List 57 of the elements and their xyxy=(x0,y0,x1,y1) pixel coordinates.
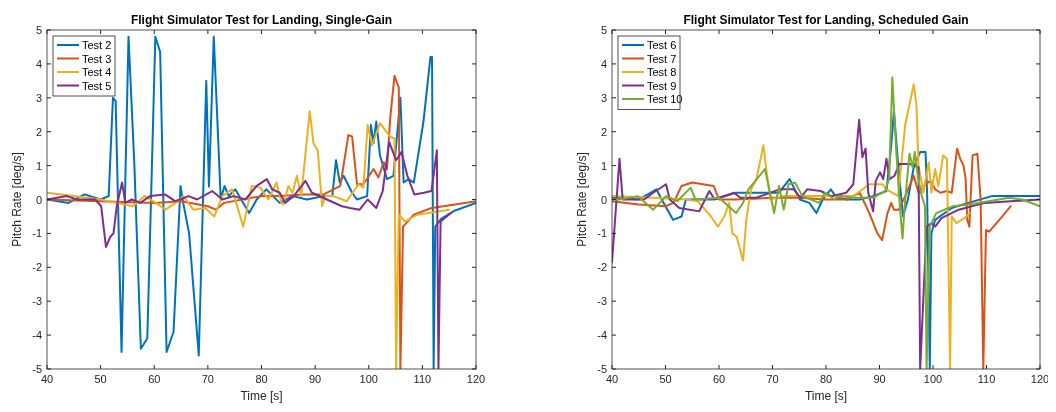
y-tick-label: -5 xyxy=(32,363,42,375)
y-tick-label: 5 xyxy=(35,24,42,36)
y-tick-label: 0 xyxy=(35,193,42,206)
x-axis-title: Time [s] xyxy=(804,389,848,403)
legend-label: Test 4 xyxy=(82,66,112,78)
y-tick-label: 1 xyxy=(600,159,607,172)
y-tick-label: -3 xyxy=(597,295,607,308)
y-tick-label: 0 xyxy=(600,193,607,206)
x-tick-label: 80 xyxy=(255,373,268,385)
legend-label: Test 7 xyxy=(647,52,677,65)
y-axis-title: Pitch Rate [deg/s] xyxy=(575,152,589,247)
y-axis-title: Pitch Rate [deg/s] xyxy=(10,152,24,247)
x-tick-label: 90 xyxy=(873,373,886,385)
y-tick-label: 2 xyxy=(600,125,607,138)
x-tick-label: 100 xyxy=(923,373,943,385)
y-tick-label: -1 xyxy=(597,227,607,240)
y-tick-label: 5 xyxy=(600,24,607,36)
line-series xyxy=(612,83,971,369)
y-tick-label: 4 xyxy=(600,57,607,70)
legend-label: Test 3 xyxy=(82,52,112,65)
x-axis-title: Time [s] xyxy=(240,389,283,403)
y-tick-label: -5 xyxy=(597,363,607,375)
x-tick-label: 40 xyxy=(40,373,54,385)
x-tick-label: 50 xyxy=(659,373,672,385)
x-tick-label: 110 xyxy=(413,373,432,385)
y-tick-label: 3 xyxy=(600,91,607,104)
x-tick-label: 80 xyxy=(819,373,833,385)
legend-label: Test 5 xyxy=(82,79,112,92)
line-series xyxy=(612,147,1012,369)
x-tick-label: 70 xyxy=(766,373,779,385)
x-tick-label: 60 xyxy=(148,373,161,385)
legend-label: Test 8 xyxy=(647,66,677,78)
x-tick-label: 60 xyxy=(712,373,726,385)
y-tick-label: -1 xyxy=(32,227,42,240)
x-tick-label: 100 xyxy=(359,373,378,385)
legend-label: Test 10 xyxy=(647,93,683,105)
legend-label: Test 2 xyxy=(82,39,112,51)
y-tick-label: 3 xyxy=(35,91,42,104)
x-tick-label: 90 xyxy=(309,373,322,385)
y-tick-label: -4 xyxy=(597,329,607,342)
y-tick-label: -3 xyxy=(32,295,42,308)
x-tick-label: 40 xyxy=(605,373,619,385)
chart-title: Flight Simulator Test for Landing, Single-Gain xyxy=(130,13,393,27)
legend-label: Test 6 xyxy=(647,39,677,51)
x-tick-label: 50 xyxy=(94,373,107,385)
x-tick-label: 120 xyxy=(1030,373,1050,385)
y-tick-label: 4 xyxy=(35,57,42,70)
legend-label: Test 9 xyxy=(647,79,677,92)
x-tick-label: 70 xyxy=(201,373,214,385)
chart-title: Flight Simulator Test for Landing, Scheduled Gain xyxy=(683,13,969,27)
y-tick-label: 2 xyxy=(35,125,42,138)
y-tick-label: -2 xyxy=(32,261,42,274)
y-tick-label: 1 xyxy=(35,159,42,172)
y-tick-label: -4 xyxy=(32,329,42,342)
x-tick-label: 120 xyxy=(466,373,486,385)
x-tick-label: 110 xyxy=(977,373,996,385)
y-tick-label: -2 xyxy=(597,261,607,274)
